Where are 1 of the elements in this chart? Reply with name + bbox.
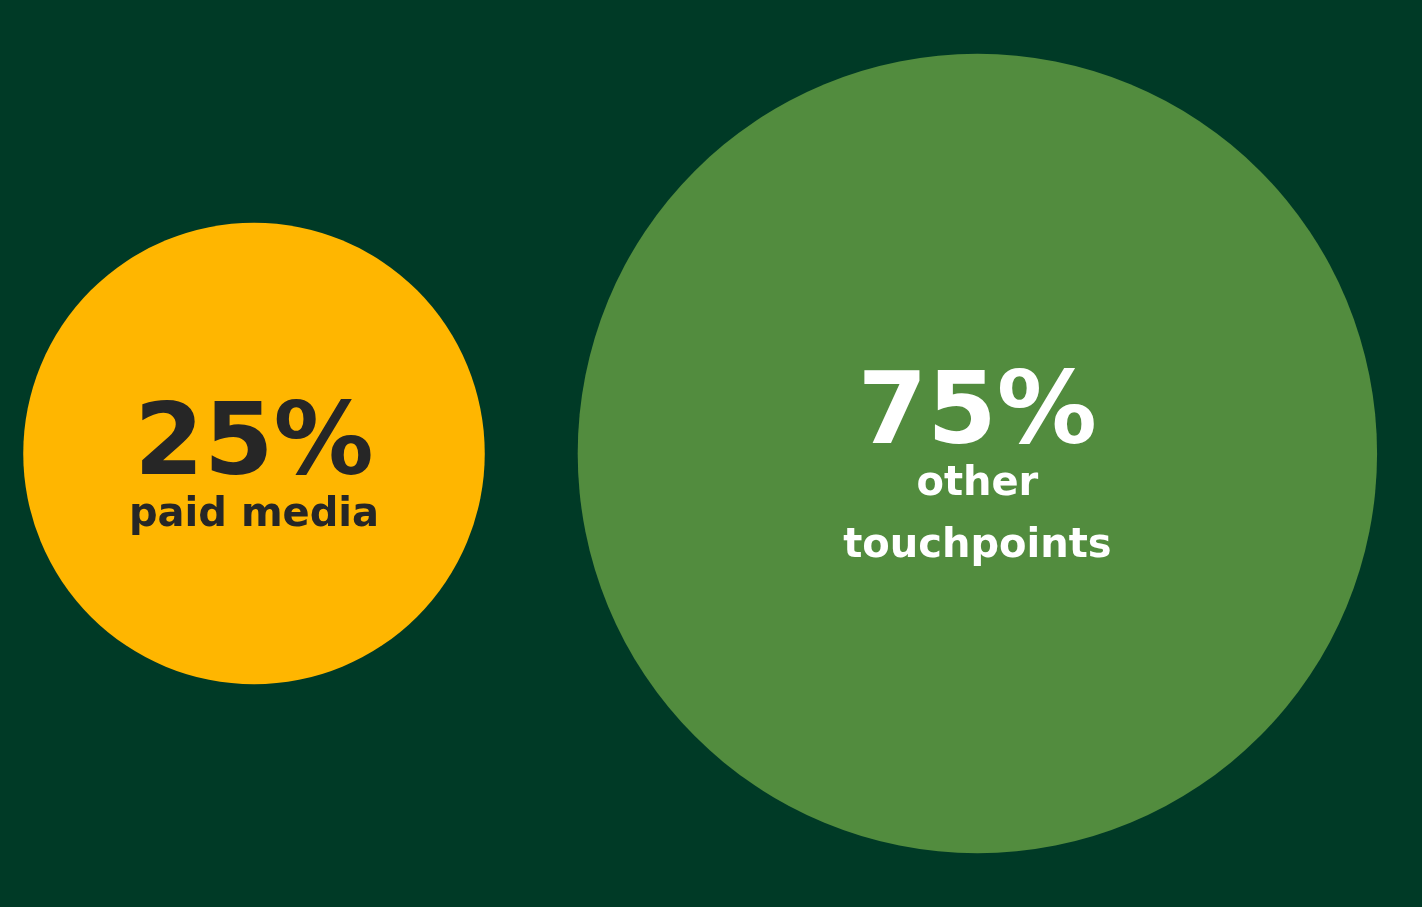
category-label: other touchpoints [843,457,1112,566]
